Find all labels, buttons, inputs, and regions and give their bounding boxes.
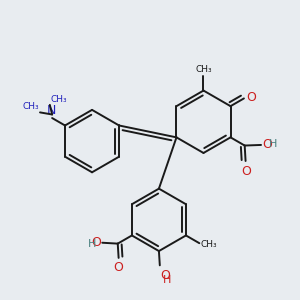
- Text: N: N: [47, 104, 56, 117]
- Text: O: O: [242, 165, 251, 178]
- Text: CH₃: CH₃: [201, 240, 218, 249]
- Text: H: H: [163, 275, 171, 285]
- Text: O: O: [262, 138, 272, 151]
- Text: O: O: [113, 261, 123, 274]
- Text: H: H: [88, 239, 96, 249]
- Text: CH₃: CH₃: [23, 102, 39, 111]
- Text: CH₃: CH₃: [50, 95, 67, 104]
- Text: O: O: [246, 91, 256, 104]
- Text: H: H: [268, 140, 277, 149]
- Text: O: O: [160, 269, 170, 282]
- Text: O: O: [91, 236, 101, 249]
- Text: CH₃: CH₃: [196, 65, 212, 74]
